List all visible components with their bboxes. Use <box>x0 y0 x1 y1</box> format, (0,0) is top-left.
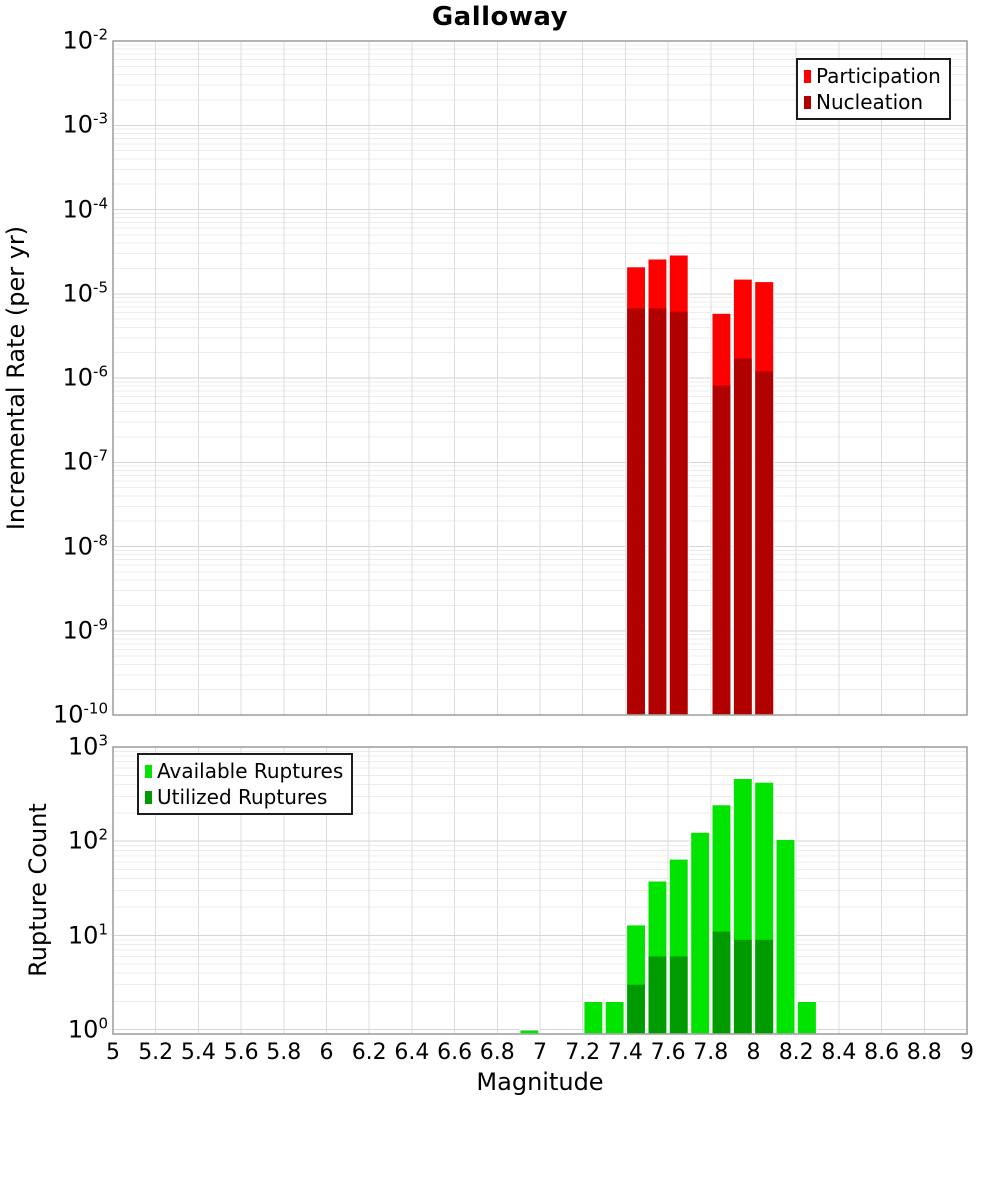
bar-nucleation <box>627 308 645 715</box>
x-tick-label: 7.8 <box>693 1040 729 1065</box>
y-tick-label: 10-9 <box>62 615 108 645</box>
bar-nucleation <box>712 385 731 715</box>
legend-item-available: Available Ruptures <box>145 758 343 784</box>
bar-available-ruptures <box>796 1000 818 1035</box>
y-tick-label: 10-5 <box>62 278 108 308</box>
bar-nucleation <box>734 358 752 715</box>
chart-canvas <box>112 40 968 1035</box>
bar-nucleation <box>648 308 667 715</box>
x-tick-label: 5.2 <box>138 1040 174 1065</box>
y-tick-label: 10-6 <box>62 362 108 392</box>
x-tick-label: 8.6 <box>864 1040 900 1065</box>
bar-utilized-ruptures <box>755 939 774 1034</box>
legend-label: Nucleation <box>816 90 924 114</box>
nucleation-swatch-icon <box>804 95 811 109</box>
x-tick-label: 9 <box>960 1040 974 1065</box>
legend-label: Available Ruptures <box>157 759 344 783</box>
x-tick-label: 6.2 <box>351 1040 387 1065</box>
x-tick-label: 8.2 <box>778 1040 814 1065</box>
x-tick-label: 6.6 <box>437 1040 473 1065</box>
available-ruptures-swatch-icon <box>145 764 152 778</box>
x-tick-label: 7.6 <box>650 1040 686 1065</box>
y-tick-label: 10-10 <box>52 699 108 729</box>
x-tick-label: 7.2 <box>565 1040 601 1065</box>
participation-swatch-icon <box>804 69 811 83</box>
bar-available-ruptures <box>775 838 796 1035</box>
x-tick-label: 6.4 <box>394 1040 430 1065</box>
y-tick-label: 10-3 <box>62 109 108 139</box>
x-tick-label: 5.8 <box>266 1040 302 1065</box>
x-tick-label: 8.8 <box>906 1040 942 1065</box>
count-y-axis-title: Rupture Count <box>24 803 52 977</box>
x-tick-label: 8 <box>746 1040 761 1065</box>
y-tick-label: 101 <box>67 920 108 950</box>
legend-label: Utilized Ruptures <box>157 785 328 809</box>
x-tick-label: 6 <box>319 1040 334 1065</box>
legend-label: Participation <box>816 64 941 88</box>
x-tick-label: 6.8 <box>479 1040 515 1065</box>
bar-utilized-ruptures <box>734 939 752 1034</box>
bar-utilized-ruptures <box>712 931 731 1034</box>
bar-utilized-ruptures <box>669 956 688 1034</box>
x-tick-label: 5 <box>106 1040 120 1065</box>
x-tick-label: 7 <box>533 1040 547 1065</box>
y-tick-label: 103 <box>67 731 108 761</box>
bar-utilized-ruptures <box>648 956 667 1034</box>
x-axis-title: Magnitude <box>476 1068 604 1096</box>
legend-item-utilized: Utilized Ruptures <box>145 784 343 810</box>
bar-available-ruptures <box>583 1000 604 1035</box>
x-tick-label: 8.4 <box>821 1040 857 1065</box>
y-tick-label: 102 <box>67 825 108 855</box>
panel-border <box>112 40 968 716</box>
utilized-ruptures-swatch-icon <box>145 790 152 804</box>
x-tick-label: 5.4 <box>180 1040 216 1065</box>
rate-legend: Participation Nucleation <box>796 58 951 120</box>
bar-nucleation <box>755 371 774 715</box>
bar-utilized-ruptures <box>627 984 645 1034</box>
x-tick-label: 7.4 <box>607 1040 643 1065</box>
y-tick-label: 10-2 <box>62 25 108 55</box>
y-tick-label: 10-7 <box>62 446 108 476</box>
bar-available-ruptures <box>604 1000 625 1035</box>
magnitude-frequency-chart: Galloway Incremental Rate (per yr) Ruptu… <box>2 2 974 1096</box>
bar-nucleation <box>669 311 688 715</box>
chart-title: Galloway <box>431 2 569 32</box>
count-legend: Available Ruptures Utilized Ruptures <box>137 753 354 815</box>
y-tick-label: 10-4 <box>62 194 108 224</box>
panel-border <box>112 746 968 1035</box>
legend-item-participation: Participation <box>804 63 941 89</box>
rate-y-axis-title: Incremental Rate (per yr) <box>2 225 30 531</box>
y-tick-label: 10-8 <box>62 531 108 561</box>
x-tick-label: 5.6 <box>223 1040 259 1065</box>
bar-available-ruptures <box>689 831 711 1035</box>
legend-item-nucleation: Nucleation <box>804 89 941 115</box>
y-tick-label: 100 <box>67 1014 108 1044</box>
